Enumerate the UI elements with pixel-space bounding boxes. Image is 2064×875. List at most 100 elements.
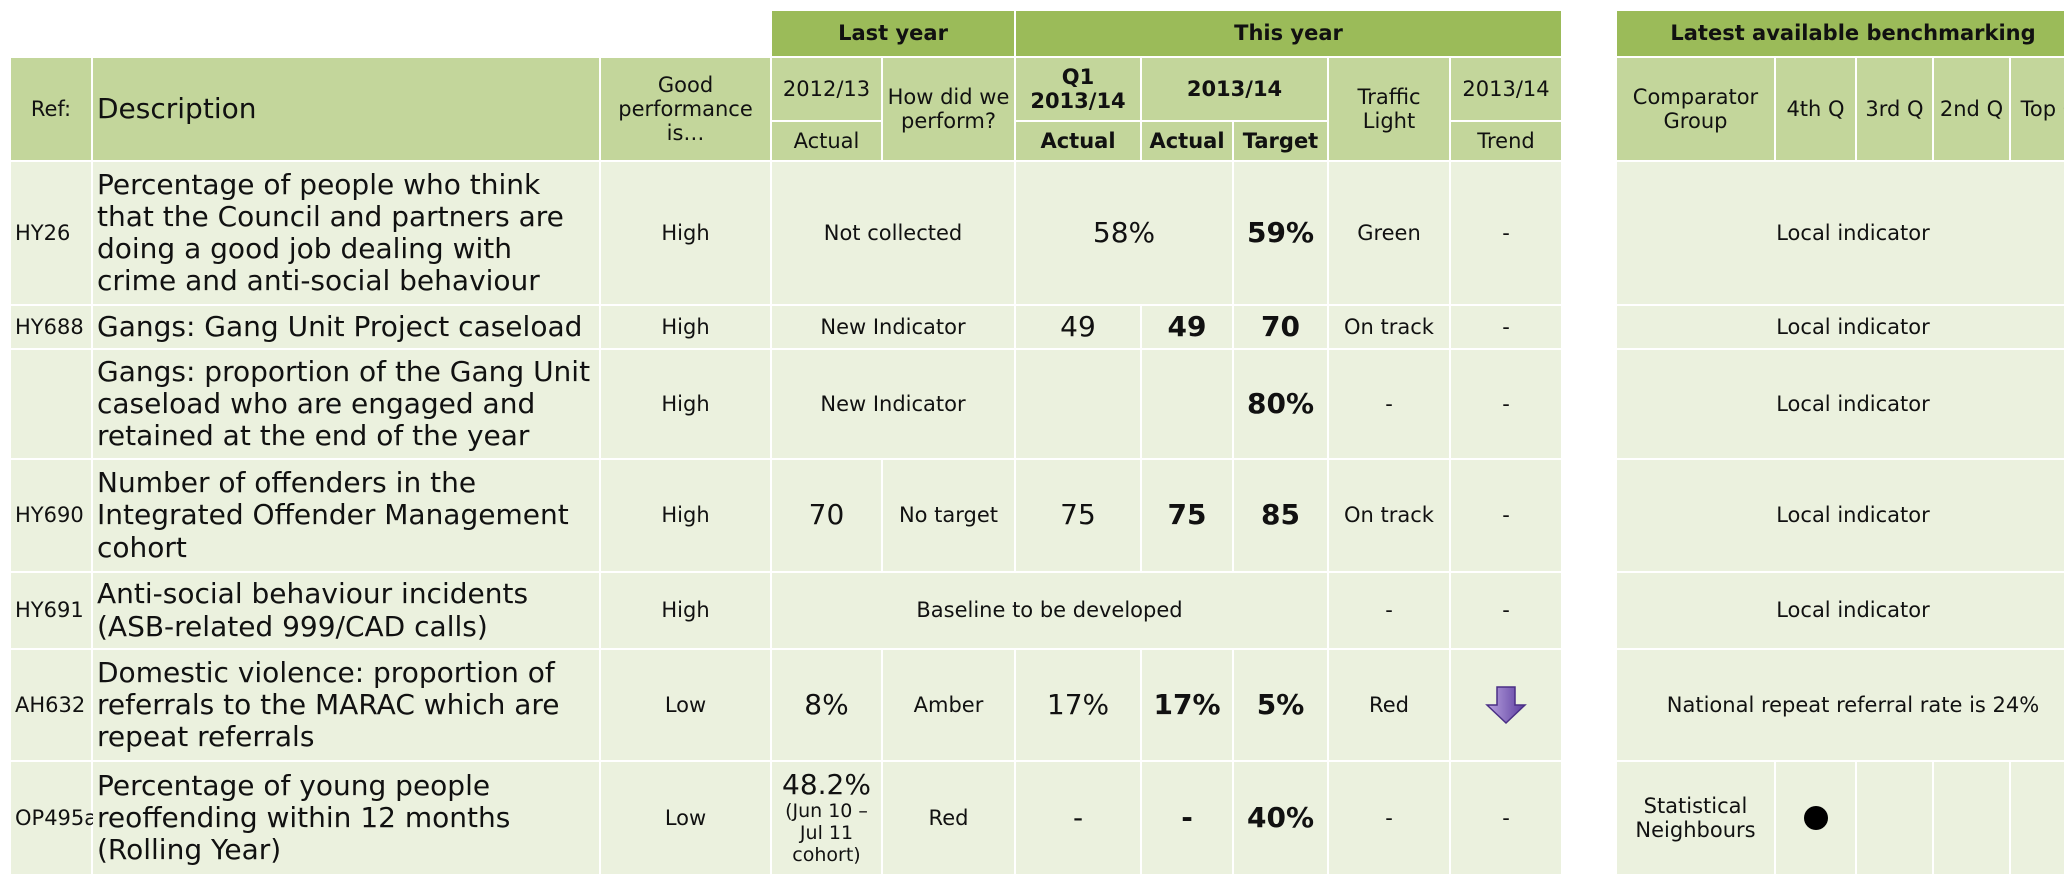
table-cell: 85 — [1234, 460, 1327, 571]
table-cell: Red — [883, 762, 1014, 874]
header-cell: This year — [1016, 11, 1561, 56]
table-cell: Percentage of people who think that the … — [93, 162, 599, 304]
table-cell: New Indicator — [772, 306, 1014, 348]
table-cell: HY688 — [11, 306, 91, 348]
table-cell: HY26 — [11, 162, 91, 304]
table-cell — [11, 350, 91, 458]
header-cell: Actual — [772, 122, 881, 160]
table-cell: 49 — [1016, 306, 1140, 348]
table-cell — [1857, 762, 1932, 874]
table-cell: - — [1451, 762, 1561, 874]
table-cell: HY690 — [11, 460, 91, 571]
table-cell: 40% — [1234, 762, 1327, 874]
table-cell — [1934, 762, 2009, 874]
table-cell: - — [1329, 573, 1449, 648]
table-cell: - — [1451, 573, 1561, 648]
dot — [1803, 806, 1828, 830]
table-cell: Local indicator — [1617, 162, 2064, 304]
table-cell: National repeat referral rate is 24% — [1617, 650, 2064, 760]
header-cell: Q1 2013/14 — [1016, 58, 1140, 120]
table-cell: 70 — [772, 460, 881, 571]
table-cell — [1016, 350, 1140, 458]
table-cell: No target — [883, 460, 1014, 571]
table-cell: Amber — [883, 650, 1014, 760]
header-cell: Trend — [1451, 122, 1561, 160]
header-cell: Latest available benchmarking — [1617, 11, 2064, 56]
table-cell: 49 — [1142, 306, 1232, 348]
header-cell: Good performance is… — [601, 58, 770, 160]
table-cell: 17% — [1142, 650, 1232, 760]
header-cell: Description — [93, 58, 599, 160]
header-cell: Last year — [772, 11, 1014, 56]
table-cell: - — [1451, 162, 1561, 304]
table-cell — [1451, 650, 1561, 760]
table-cell: HY691 — [11, 573, 91, 648]
table-cell: - — [1451, 350, 1561, 458]
header-cell: Top Q — [2011, 58, 2064, 160]
table-cell: Local indicator — [1617, 573, 2064, 648]
table-cell: Not collected — [772, 162, 1014, 304]
table-cell: Local indicator — [1617, 306, 2064, 348]
table-cell: Low — [601, 650, 770, 760]
header-cell: Traffic Light — [1329, 58, 1449, 160]
table-cell — [1142, 350, 1232, 458]
table-cell: 70 — [1234, 306, 1327, 348]
table-cell: 75 — [1142, 460, 1232, 571]
header-cell: Ref: — [11, 58, 91, 160]
table-cell: 17% — [1016, 650, 1140, 760]
table-cell: Baseline to be developed — [772, 573, 1327, 648]
table-cell — [2011, 762, 2064, 874]
header-cell: 2012/13 — [772, 58, 881, 120]
table-cell: Gangs: proportion of the Gang Unit casel… — [93, 350, 599, 458]
table-cell: Domestic violence: proportion of referra… — [93, 650, 599, 760]
table-cell: On track — [1329, 460, 1449, 571]
header-cell: Comparator Group — [1617, 58, 1774, 160]
table-cell: High — [601, 460, 770, 571]
value: 48.2% — [782, 768, 871, 802]
table-cell: Green — [1329, 162, 1449, 304]
table-cell: Red — [1329, 650, 1449, 760]
table-cell: Gangs: Gang Unit Project caseload — [93, 306, 599, 348]
table-cell: Percentage of young people reoffending w… — [93, 762, 599, 874]
header-cell: Actual — [1142, 122, 1232, 160]
table-cell: - — [1451, 306, 1561, 348]
table-cell: - — [1016, 762, 1140, 874]
table-cell: OP495a — [11, 762, 97, 874]
header-cell: Target — [1234, 122, 1327, 160]
table-cell: Statistical Neighbours — [1617, 762, 1774, 874]
table-cell: - — [1329, 350, 1449, 458]
table-cell: 48.2% (Jun 10 – Jul 11 cohort) — [772, 762, 881, 874]
table-cell: - — [1329, 762, 1449, 874]
table-cell: New Indicator — [772, 350, 1014, 458]
table-cell: 8% — [772, 650, 881, 760]
header-cell: 2013/14 — [1142, 58, 1327, 120]
table-cell: High — [601, 306, 770, 348]
table-cell: High — [601, 573, 770, 648]
header-cell: 3rd Q — [1857, 58, 1932, 160]
table-cell: - — [1451, 460, 1561, 571]
header-cell: 2013/14 — [1451, 58, 1561, 120]
header-cell: 4th Q — [1776, 58, 1855, 160]
table-cell: 80% — [1234, 350, 1327, 458]
table-cell: 5% — [1234, 650, 1327, 760]
header-cell: Actual — [1016, 122, 1140, 160]
header-cell: How did we perform? — [883, 58, 1014, 160]
header-cell: 2nd Q — [1934, 58, 2009, 160]
note: (Jun 10 – Jul 11 cohort) — [785, 800, 868, 867]
table-cell: 59% — [1234, 162, 1327, 304]
table-cell: AH632 — [11, 650, 91, 760]
table-cell: On track — [1329, 306, 1449, 348]
table-cell: Low — [601, 762, 770, 874]
table-cell: Local indicator — [1617, 460, 2064, 571]
down-arrow — [1485, 686, 1527, 725]
table-cell: 58% — [1016, 162, 1232, 304]
table-cell: - — [1142, 762, 1232, 874]
table-cell: 75 — [1016, 460, 1140, 571]
table-cell: High — [601, 350, 770, 458]
table-cell: Number of offenders in the Integrated Of… — [93, 460, 599, 571]
table-cell: Anti-social behaviour incidents (ASB-rel… — [93, 573, 599, 648]
table-cell: High — [601, 162, 770, 304]
table-cell — [1776, 762, 1855, 874]
table-cell: Local indicator — [1617, 350, 2064, 458]
